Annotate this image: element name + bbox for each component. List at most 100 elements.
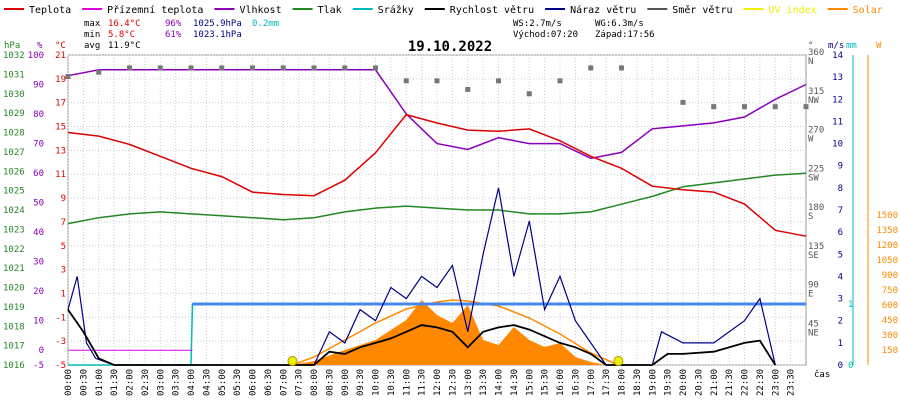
x-tick-label: 12:30 <box>448 369 458 396</box>
w-tick-label: 150 <box>882 346 898 356</box>
stat-value: 96% <box>165 19 182 29</box>
w-tick-label: 900 <box>882 271 898 281</box>
dir-deg-label: 315 <box>808 87 824 97</box>
axis-unit-mm: mm <box>846 41 857 51</box>
w-tick-label: 1050 <box>876 256 898 266</box>
ms-tick-label: 11 <box>832 117 843 127</box>
wind-direction-point <box>434 78 440 84</box>
hpa-tick-label: 1019 <box>3 303 25 313</box>
wind-direction-point <box>311 65 317 71</box>
ms-tick-label: 2 <box>838 317 843 327</box>
degc-tick-label: -3 <box>55 337 66 347</box>
stat-value: avg <box>84 41 100 51</box>
legend-label: Přízemní teplota <box>107 4 203 16</box>
dir-name-label: E <box>808 290 813 300</box>
dir-deg-label: 135 <box>808 242 824 252</box>
x-tick-label: 14:30 <box>510 369 520 396</box>
wind-direction-point <box>403 78 409 84</box>
x-tick-label: 05:00 <box>218 369 228 396</box>
axis-unit-deg: ° <box>808 41 813 51</box>
dir-name-label: SW <box>808 173 819 183</box>
hpa-tick-label: 1018 <box>3 322 25 332</box>
degc-tick-label: 11 <box>55 170 66 180</box>
wind-direction-point <box>496 78 501 84</box>
x-tick-label: 02:30 <box>141 369 151 396</box>
dir-name-label: SE <box>808 251 819 261</box>
dir-deg-label: 45 <box>808 319 819 329</box>
x-tick-label: 09:00 <box>341 369 351 396</box>
x-tick-label: 22:00 <box>741 369 751 396</box>
x-tick-label: 08:30 <box>325 369 335 396</box>
x-tick-label: 22:30 <box>756 369 766 396</box>
x-tick-label: 21:00 <box>710 369 720 396</box>
stat-value: Východ:07:20 <box>513 30 578 40</box>
ms-tick-label: 7 <box>838 206 843 216</box>
x-tick-label: 02:00 <box>126 369 136 396</box>
hpa-tick-label: 1032 <box>3 51 25 61</box>
ms-tick-label: 8 <box>838 184 843 194</box>
x-tick-label: 20:30 <box>694 369 704 396</box>
x-tick-label: 11:00 <box>402 369 412 396</box>
w-tick-label: 750 <box>882 286 898 296</box>
ms-tick-label: 4 <box>838 272 843 282</box>
x-tick-label: 07:00 <box>279 369 289 396</box>
stat-value: min <box>84 30 100 40</box>
x-tick-label: 12:00 <box>433 369 443 396</box>
x-tick-label: 00:00 <box>64 369 74 396</box>
degc-tick-label: 13 <box>55 146 66 156</box>
wind-direction-point <box>280 65 286 71</box>
x-tick-label: 16:00 <box>556 369 566 396</box>
x-tick-label: 03:00 <box>156 369 166 396</box>
uv-point <box>287 356 298 366</box>
x-tick-label: 04:00 <box>187 369 197 396</box>
temperature-line <box>67 113 807 237</box>
legend-label: Směr větru <box>672 4 732 16</box>
chart-title: 19.10.2022 <box>408 39 492 55</box>
degc-tick-label: 7 <box>61 218 66 228</box>
x-tick-label: 14:00 <box>495 369 505 396</box>
pct-tick-label: 10 <box>33 317 44 327</box>
wind-direction-point <box>157 65 163 71</box>
wind-direction-point <box>680 99 686 105</box>
ms-tick-label: 12 <box>832 95 843 105</box>
ms-tick-label: 14 <box>832 51 843 61</box>
w-tick-label: 1200 <box>876 241 898 251</box>
stat-value: Západ:17:56 <box>595 30 655 40</box>
pct-tick-label: 80 <box>33 110 44 120</box>
stat-value: WS:2.7m/s <box>513 19 562 29</box>
degc-tick-label: 19 <box>55 75 66 85</box>
pct-tick-label: 90 <box>33 81 44 91</box>
axis-unit-pct: % <box>37 41 43 51</box>
dir-name-label: NE <box>808 328 819 338</box>
legend-label: UV index <box>769 5 817 16</box>
wind-direction-point <box>742 104 747 110</box>
ms-tick-label: 3 <box>838 295 843 305</box>
hpa-tick-label: 1031 <box>3 70 25 80</box>
stat-value: 5.8°C <box>108 30 135 40</box>
ms-tick-label: 6 <box>838 228 843 238</box>
x-tick-label: 01:00 <box>95 369 105 396</box>
mm-tick-label: 0 <box>848 361 853 371</box>
dir-deg-label: 360 <box>808 48 824 58</box>
x-tick-label: 19:30 <box>664 369 674 396</box>
dir-name-label: NW <box>808 96 819 106</box>
x-tick-label: 20:00 <box>679 369 689 396</box>
w-tick-label: 300 <box>882 331 898 341</box>
pct-tick-label: 100 <box>28 51 44 61</box>
x-tick-label: 04:30 <box>202 369 212 396</box>
wind-direction-point <box>342 65 348 71</box>
degc-tick-label: 9 <box>61 194 66 204</box>
pct-tick-label: 70 <box>33 140 44 150</box>
wind-direction-point <box>526 91 532 97</box>
uv-point <box>613 356 624 366</box>
mm-tick-label: 1 <box>848 300 853 310</box>
pct-tick-label: 50 <box>33 199 44 209</box>
pct-tick-label: 0 <box>39 346 44 356</box>
wind-direction-point <box>772 104 778 110</box>
x-tick-label: 07:30 <box>295 369 305 396</box>
hpa-tick-label: 1020 <box>3 284 25 294</box>
wind-direction-point <box>127 65 132 71</box>
w-tick-label: 1350 <box>876 226 898 236</box>
pct-tick-label: 20 <box>33 287 44 297</box>
